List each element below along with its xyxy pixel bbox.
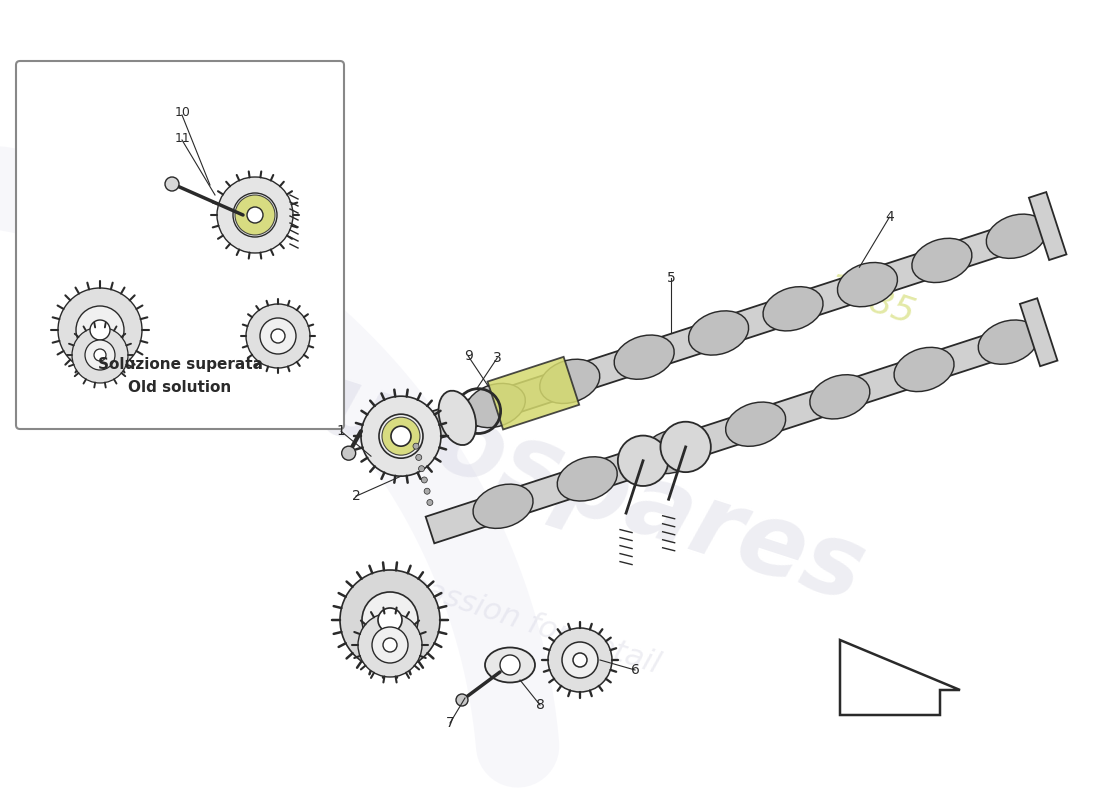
Text: 4: 4 xyxy=(886,210,894,224)
Ellipse shape xyxy=(763,286,823,331)
Circle shape xyxy=(260,318,296,354)
Circle shape xyxy=(562,642,598,678)
Circle shape xyxy=(421,477,427,483)
Circle shape xyxy=(342,446,355,460)
Circle shape xyxy=(416,454,421,461)
Circle shape xyxy=(94,349,106,361)
Ellipse shape xyxy=(540,359,600,403)
Circle shape xyxy=(271,329,285,343)
Ellipse shape xyxy=(894,347,954,391)
Circle shape xyxy=(362,592,418,648)
Circle shape xyxy=(618,435,668,486)
Text: 8: 8 xyxy=(536,698,544,712)
Circle shape xyxy=(378,608,402,632)
Circle shape xyxy=(418,466,425,472)
Polygon shape xyxy=(487,357,580,430)
Circle shape xyxy=(233,193,277,237)
Ellipse shape xyxy=(439,390,476,445)
Text: 6: 6 xyxy=(630,663,639,677)
Text: 3: 3 xyxy=(493,351,502,365)
Text: 1: 1 xyxy=(337,424,345,438)
Circle shape xyxy=(340,570,440,670)
Circle shape xyxy=(358,613,422,677)
Ellipse shape xyxy=(810,374,870,419)
Ellipse shape xyxy=(987,214,1046,258)
Ellipse shape xyxy=(641,430,702,474)
FancyBboxPatch shape xyxy=(16,61,344,429)
Circle shape xyxy=(372,627,408,663)
Ellipse shape xyxy=(558,457,617,501)
Text: 7: 7 xyxy=(446,716,454,730)
Circle shape xyxy=(427,499,433,506)
Ellipse shape xyxy=(614,335,674,379)
Circle shape xyxy=(76,306,124,354)
Circle shape xyxy=(425,488,430,494)
Circle shape xyxy=(85,340,116,370)
Ellipse shape xyxy=(689,311,749,355)
Ellipse shape xyxy=(978,320,1038,364)
Circle shape xyxy=(383,638,397,652)
Circle shape xyxy=(379,414,424,458)
Polygon shape xyxy=(426,319,1043,543)
Text: Soluzione superata: Soluzione superata xyxy=(98,358,263,373)
Ellipse shape xyxy=(485,647,535,682)
Circle shape xyxy=(412,443,419,449)
Circle shape xyxy=(573,653,587,667)
Text: a passion for detail: a passion for detail xyxy=(376,561,663,679)
Ellipse shape xyxy=(473,484,534,528)
Circle shape xyxy=(246,304,310,368)
Ellipse shape xyxy=(465,383,526,428)
Ellipse shape xyxy=(912,238,972,282)
Text: eurospares: eurospares xyxy=(244,336,876,624)
Text: 10: 10 xyxy=(175,106,191,119)
Circle shape xyxy=(235,195,275,235)
Circle shape xyxy=(217,177,293,253)
Polygon shape xyxy=(1020,298,1057,366)
Circle shape xyxy=(548,628,612,692)
Circle shape xyxy=(382,417,420,455)
Polygon shape xyxy=(416,213,1052,443)
Circle shape xyxy=(390,426,411,446)
Text: 9: 9 xyxy=(464,349,473,363)
Text: 5: 5 xyxy=(667,271,675,286)
Circle shape xyxy=(58,288,142,372)
Circle shape xyxy=(248,207,263,223)
Circle shape xyxy=(72,327,128,383)
Text: 1985: 1985 xyxy=(821,270,918,330)
Circle shape xyxy=(361,396,441,476)
Circle shape xyxy=(500,655,520,675)
Ellipse shape xyxy=(726,402,785,446)
Text: 2: 2 xyxy=(352,489,361,503)
Text: Old solution: Old solution xyxy=(129,379,232,394)
Polygon shape xyxy=(840,640,960,715)
Ellipse shape xyxy=(837,262,898,306)
Text: 11: 11 xyxy=(175,131,190,145)
Circle shape xyxy=(456,694,468,706)
Circle shape xyxy=(660,422,711,472)
Circle shape xyxy=(90,320,110,340)
Circle shape xyxy=(165,177,179,191)
Polygon shape xyxy=(1028,192,1067,260)
